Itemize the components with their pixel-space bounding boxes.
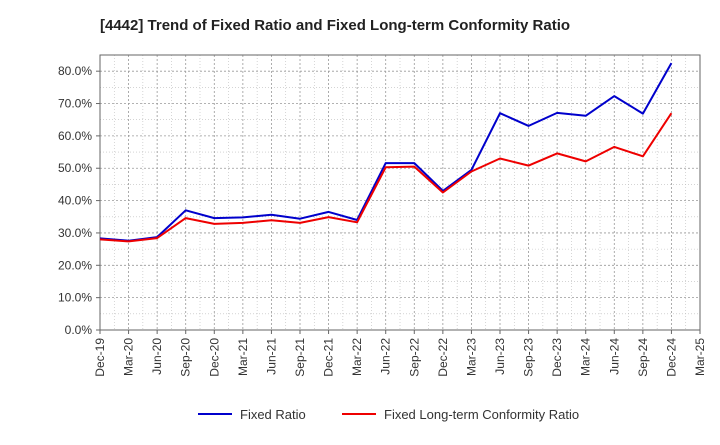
y-tick-label: 20.0% (58, 258, 92, 272)
x-tick-label: Sep-23 (522, 338, 536, 377)
grid-lines (100, 55, 700, 330)
x-tick-label: Mar-20 (122, 338, 136, 376)
legend-label-2: Fixed Long-term Conformity Ratio (384, 407, 579, 422)
x-tick-label: Mar-23 (464, 338, 478, 376)
chart-title: [4442] Trend of Fixed Ratio and Fixed Lo… (100, 17, 570, 34)
x-tick-label: Mar-24 (579, 338, 593, 376)
y-tick-label: 40.0% (58, 194, 92, 208)
y-tick-label: 30.0% (58, 226, 92, 240)
x-tick-label: Mar-25 (693, 338, 707, 376)
x-tick-label: Jun-22 (379, 338, 393, 375)
x-tick-label: Dec-23 (550, 338, 564, 377)
y-tick-label: 80.0% (58, 64, 92, 78)
plot-area-frame (100, 55, 700, 330)
x-tick-label: Sep-24 (636, 338, 650, 377)
legend-label-1: Fixed Ratio (240, 407, 306, 422)
y-tick-label: 10.0% (58, 291, 92, 305)
x-tick-label: Dec-20 (207, 338, 221, 377)
x-tick-label: Jun-20 (150, 338, 164, 375)
x-tick-label: Dec-21 (322, 338, 336, 377)
x-tick-label: Dec-24 (664, 338, 678, 377)
x-axis-ticks: Dec-19 Mar-20 Jun-20 Sep-20 Dec-20 Mar-21 Jun-… (93, 330, 707, 377)
x-tick-label: Sep-21 (293, 338, 307, 377)
y-tick-label: 50.0% (58, 161, 92, 175)
x-tick-label: Dec-19 (93, 338, 107, 377)
y-tick-label: 60.0% (58, 129, 92, 143)
x-tick-label: Dec-22 (436, 338, 450, 377)
x-tick-label: Mar-22 (350, 338, 364, 376)
x-tick-label: Sep-20 (179, 338, 193, 377)
x-tick-label: Jun-24 (607, 338, 621, 375)
x-tick-label: Jun-21 (264, 338, 278, 375)
x-tick-label: Mar-21 (236, 338, 250, 376)
legend: Fixed Ratio Fixed Long-term Conformity Ra… (198, 407, 579, 422)
y-tick-label: 0.0% (65, 323, 93, 337)
x-tick-label: Sep-22 (407, 338, 421, 377)
x-tick-label: Jun-23 (493, 338, 507, 375)
y-axis-ticks: 0.0% 10.0% 20.0% 30.0% 40.0% 50.0% 60.0% 70.0% 8… (58, 64, 100, 337)
y-tick-label: 70.0% (58, 97, 92, 111)
